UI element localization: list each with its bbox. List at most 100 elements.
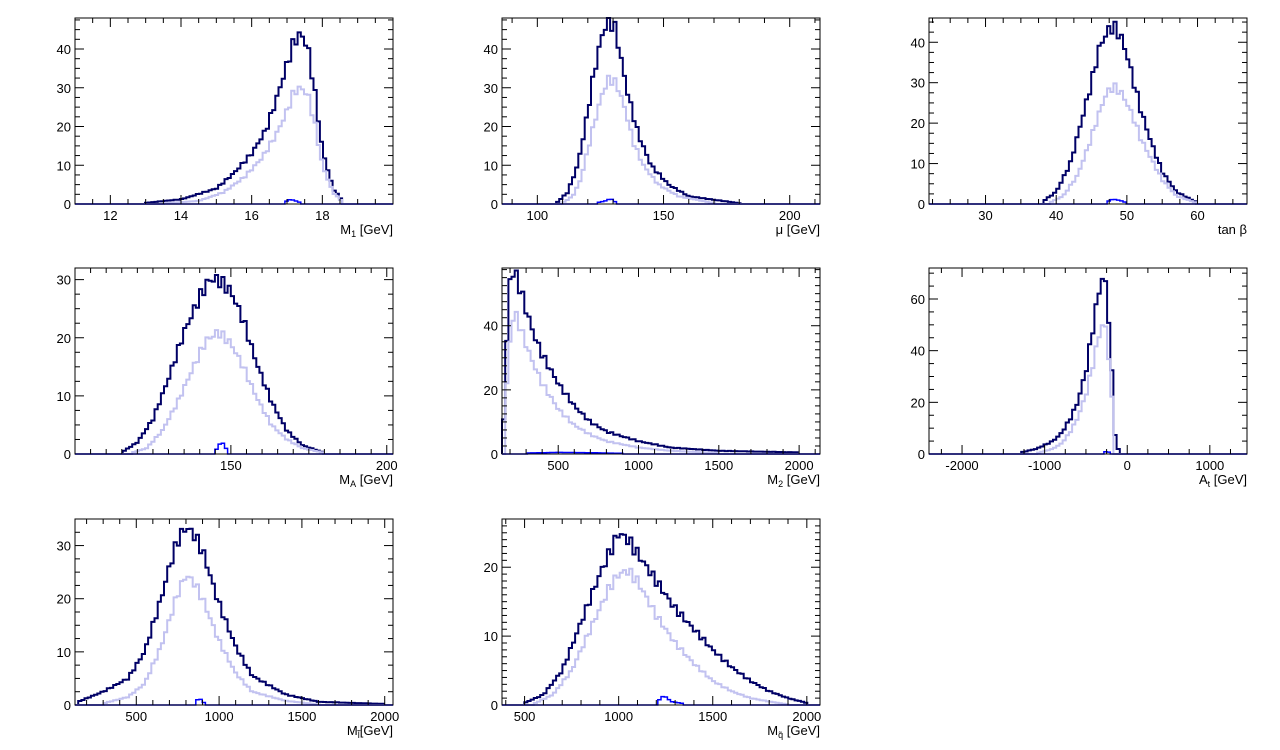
x-tick-label: 14	[174, 208, 188, 223]
y-tick-label: 30	[911, 76, 925, 91]
histogram-series-total	[502, 533, 820, 706]
plot-frame	[74, 17, 394, 205]
y-tick-label: 20	[57, 120, 71, 135]
plot-frame	[74, 267, 394, 455]
y-tick-label: 10	[911, 157, 925, 172]
y-tick-label: 10	[484, 629, 498, 644]
x-tick-label: 1000	[624, 458, 653, 473]
x-tick-label: 1500	[287, 709, 316, 724]
histogram-series-pass	[75, 329, 393, 455]
y-tick-label: 0	[491, 197, 498, 212]
histogram-panel: 500 1000 1500 2000 0 10 20 30 Ml̃[GeV]	[57, 518, 399, 740]
histogram-series-total	[75, 527, 393, 706]
y-tick-label: 40	[484, 319, 498, 334]
histogram-panel: 150 200 0 10 20 30 MA [GeV]	[57, 267, 398, 489]
y-tick-label: 30	[57, 273, 71, 288]
histogram-panel: 30 40 50 60 0 10 20 30 40 tan β	[911, 17, 1248, 237]
y-tick-label: 20	[911, 395, 925, 410]
histogram-series-selected	[929, 198, 1247, 205]
x-tick-label: 100	[526, 208, 548, 223]
x-tick-label: 500	[547, 458, 569, 473]
histogram-series-pass	[75, 85, 393, 205]
y-tick-label: 0	[918, 447, 925, 462]
histogram-panel: 500 1000 1500 2000 0 20 40 M2 [GeV]	[484, 267, 821, 489]
x-tick-label: 2000	[370, 709, 399, 724]
y-tick-label: 0	[918, 197, 925, 212]
x-tick-label: 2000	[785, 458, 814, 473]
y-tick-label: 20	[57, 331, 71, 346]
x-tick-label: -2000	[945, 458, 978, 473]
histogram-series-pass	[75, 575, 393, 706]
x-axis-label: tan β	[1218, 222, 1247, 237]
x-tick-label: 500	[514, 709, 536, 724]
x-tick-label: 2000	[792, 709, 821, 724]
histogram-panel: -2000 -1000 0 1000 0 20 40 60 At [GeV]	[911, 267, 1248, 489]
histogram-series-total	[75, 31, 393, 205]
histogram-panel: 12 14 16 18 0 10 20 30 40 M1 [GeV]	[57, 17, 394, 239]
plot-frame	[928, 17, 1248, 205]
y-tick-label: 0	[64, 698, 71, 713]
y-tick-label: 20	[484, 560, 498, 575]
plot-frame	[501, 267, 821, 455]
x-tick-label: 1000	[205, 709, 234, 724]
histogram-series-pass	[929, 82, 1247, 205]
x-tick-label: 1500	[698, 709, 727, 724]
y-tick-label: 10	[484, 158, 498, 173]
x-tick-label: 12	[103, 208, 117, 223]
y-tick-label: 0	[64, 197, 71, 212]
histogram-series-total	[75, 274, 393, 455]
x-axis-label: At [GeV]	[1199, 472, 1247, 489]
histogram-series-pass	[502, 310, 820, 455]
y-tick-label: 30	[57, 81, 71, 96]
y-tick-label: 20	[911, 116, 925, 131]
y-tick-label: 10	[57, 158, 71, 173]
y-tick-label: 40	[57, 42, 71, 57]
y-tick-label: 10	[57, 645, 71, 660]
histogram-panel: 100 150 200 0 10 20 30 40 μ [GeV]	[484, 17, 821, 237]
y-tick-label: 0	[64, 447, 71, 462]
y-tick-label: 60	[911, 292, 925, 307]
histogram-series-total	[502, 17, 820, 205]
x-tick-label: 16	[244, 208, 258, 223]
x-tick-label: 40	[1049, 208, 1063, 223]
x-tick-label: 1000	[604, 709, 633, 724]
x-tick-label: -1000	[1028, 458, 1061, 473]
x-axis-label: M1 [GeV]	[340, 222, 393, 239]
x-tick-label: 60	[1190, 208, 1204, 223]
plot-frame	[501, 17, 821, 205]
x-tick-label: 500	[125, 709, 147, 724]
x-tick-label: 200	[376, 458, 398, 473]
histogram-series-selected	[502, 198, 820, 205]
y-tick-label: 40	[911, 344, 925, 359]
histogram-series-pass	[502, 567, 820, 706]
x-axis-label: MA [GeV]	[339, 472, 393, 489]
x-tick-label: 150	[653, 208, 675, 223]
y-tick-label: 20	[484, 383, 498, 398]
y-tick-label: 30	[484, 81, 498, 96]
y-tick-label: 0	[491, 698, 498, 713]
y-tick-label: 30	[57, 539, 71, 554]
histogram-panel: 500 1000 1500 2000 0 10 20 Mq̃ [GeV]	[484, 518, 821, 740]
plot-frame	[928, 267, 1248, 455]
histogram-series-total	[501, 269, 820, 455]
y-tick-label: 20	[484, 120, 498, 135]
x-tick-label: 50	[1120, 208, 1134, 223]
plot-frame	[501, 518, 821, 706]
histogram-series-total	[929, 20, 1247, 205]
plot-frame	[74, 518, 394, 706]
x-tick-label: 200	[779, 208, 801, 223]
x-tick-label: 150	[220, 458, 242, 473]
y-tick-label: 40	[911, 35, 925, 50]
x-axis-label: Ml̃[GeV]	[347, 723, 393, 740]
x-tick-label: 30	[978, 208, 992, 223]
x-tick-label: 1000	[1195, 458, 1224, 473]
x-tick-label: 0	[1124, 458, 1131, 473]
x-axis-label: M2 [GeV]	[767, 472, 820, 489]
histogram-series-total	[929, 277, 1247, 455]
y-tick-label: 10	[57, 389, 71, 404]
x-tick-label: 1500	[704, 458, 733, 473]
x-tick-label: 18	[315, 208, 329, 223]
x-axis-label: μ [GeV]	[776, 222, 820, 237]
y-tick-label: 0	[491, 447, 498, 462]
